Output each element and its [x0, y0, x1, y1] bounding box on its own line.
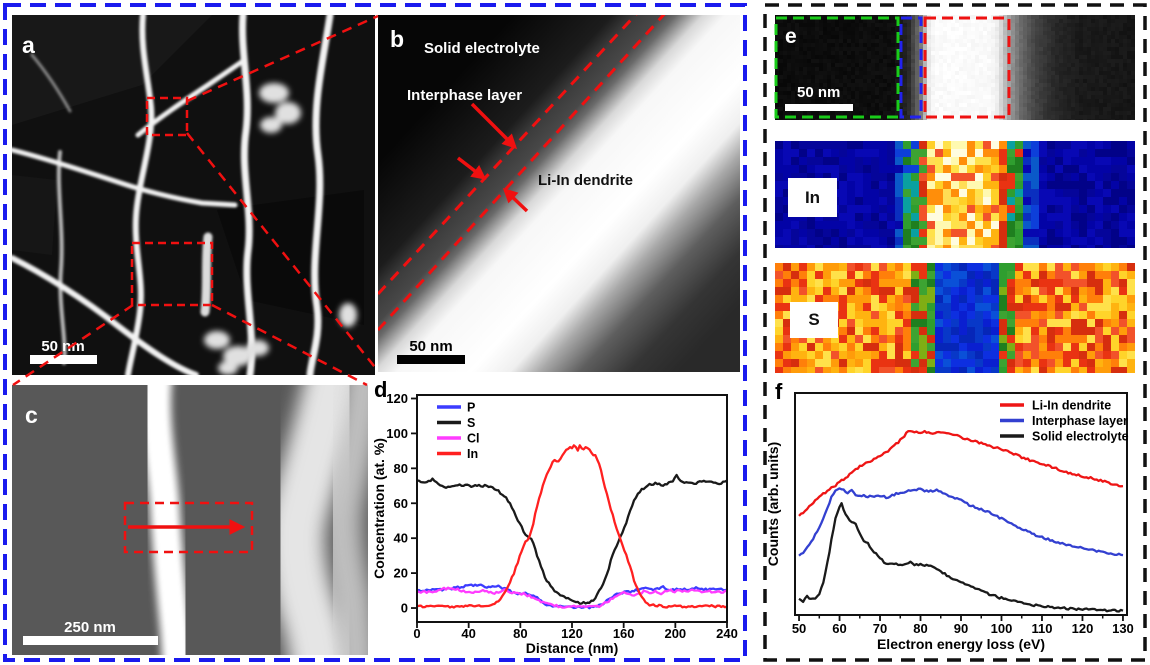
svg-text:Li-In dendrite: Li-In dendrite	[1032, 399, 1111, 413]
svg-text:S: S	[467, 416, 475, 430]
svg-text:Counts (arb. units): Counts (arb. units)	[765, 442, 781, 566]
svg-text:Cl: Cl	[467, 432, 480, 446]
svg-text:P: P	[467, 401, 475, 415]
panel-a-scalebar	[30, 355, 97, 364]
panel-d-concentration-chart: d 0 40 80 120 160 200 240020406080100120Distan…	[371, 377, 738, 656]
svg-text:60: 60	[832, 621, 846, 636]
svg-text:Distance (nm): Distance (nm)	[526, 640, 619, 656]
svg-text:90: 90	[954, 621, 968, 636]
svg-text:240: 240	[716, 626, 738, 641]
panel-e-scalebar	[785, 104, 853, 111]
panel-b-background	[378, 15, 740, 372]
svg-text:80: 80	[394, 461, 408, 476]
svg-text:130: 130	[1112, 621, 1134, 636]
panel-f-eels-spectra-chart: f 50 60 70 80 90 100 110 120 130 Electron energy …	[765, 379, 1134, 652]
svg-text:40: 40	[394, 531, 408, 546]
solid-electrolyte-label: Solid electrolyte	[424, 40, 540, 57]
panel-b-letter: b	[390, 26, 404, 52]
svg-text:100: 100	[386, 426, 408, 441]
panel-c-scalebar-label: 250 nm	[64, 619, 116, 636]
svg-text:120: 120	[386, 391, 408, 406]
svg-text:50: 50	[792, 621, 806, 636]
svg-text:Concentration (at. %): Concentration (at. %)	[371, 438, 387, 579]
svg-text:0: 0	[401, 601, 408, 616]
svg-text:0: 0	[413, 626, 420, 641]
interphase-layer-label: Interphase layer	[407, 87, 522, 104]
svg-text:120: 120	[561, 626, 583, 641]
panel-c-letter: c	[25, 402, 38, 428]
svg-text:40: 40	[461, 626, 475, 641]
panel-b-scalebar	[397, 355, 465, 364]
svg-text:160: 160	[613, 626, 635, 641]
panel-b-scalebar-label: 50 nm	[409, 338, 452, 355]
panel-e-letter: e	[785, 25, 797, 48]
svg-text:120: 120	[1072, 621, 1094, 636]
li-in-dendrite-label: Li-In dendrite	[538, 172, 633, 189]
svg-text:In: In	[467, 447, 478, 461]
svg-text:200: 200	[664, 626, 686, 641]
svg-text:60: 60	[394, 496, 408, 511]
panel-a-letter: a	[22, 32, 35, 58]
panel-e-scalebar-label: 50 nm	[797, 84, 841, 101]
s-map-label: S	[790, 302, 838, 338]
panel-c-stem-image: c 250 nm	[12, 385, 368, 655]
panel-b-tem-image: b Solid electrolyte Interphase layer Li-…	[378, 15, 740, 372]
panel-c-scalebar	[23, 636, 158, 645]
panel-a-scalebar-label: 50 nm	[41, 338, 84, 355]
svg-text:Solid electrolyte: Solid electrolyte	[1032, 430, 1129, 444]
svg-text:20: 20	[394, 566, 408, 581]
svg-text:70: 70	[873, 621, 887, 636]
svg-text:Interphase layer: Interphase layer	[1032, 414, 1128, 428]
svg-text:Electron energy loss (eV): Electron energy loss (eV)	[877, 636, 1045, 652]
panel-a-stem-image: a 50 nm	[12, 15, 375, 375]
svg-text:80: 80	[513, 626, 527, 641]
in-map-label: In	[788, 178, 837, 217]
svg-text:80: 80	[913, 621, 927, 636]
svg-text:100: 100	[991, 621, 1013, 636]
svg-text:110: 110	[1031, 621, 1052, 636]
panel-f-letter: f	[775, 379, 783, 404]
